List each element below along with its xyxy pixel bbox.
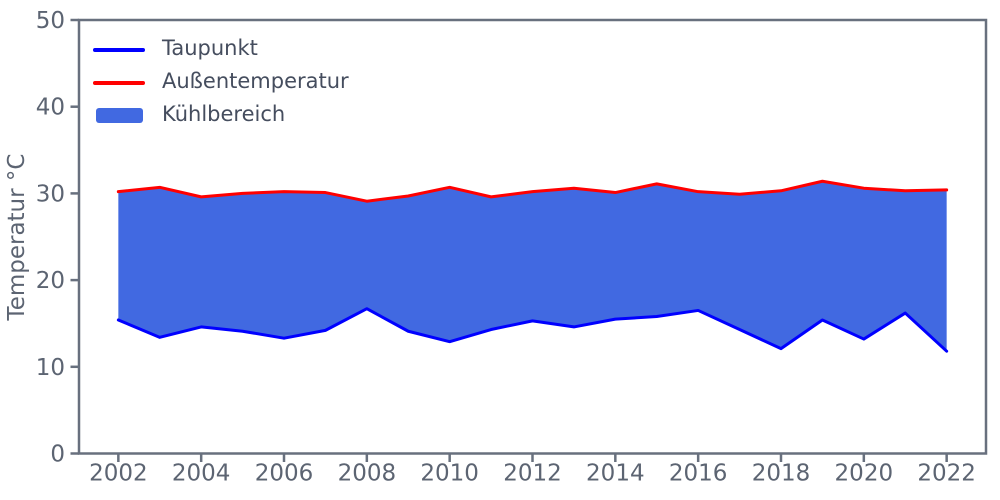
- x-axis-tick-label: 2012: [503, 461, 562, 487]
- chart-legend: Taupunkt Außentemperatur Kühlbereich: [93, 33, 349, 132]
- x-axis-tick-label: 2020: [835, 461, 894, 487]
- legend-item-aussentemperatur: Außentemperatur: [93, 66, 349, 99]
- legend-label-taupunkt: Taupunkt: [162, 36, 258, 60]
- kuehlbereich-patch-swatch-icon: [93, 108, 145, 123]
- y-axis-tick-label: 0: [50, 442, 65, 468]
- legend-item-kuehlbereich: Kühlbereich: [93, 99, 349, 132]
- x-axis-tick-label: 2008: [338, 461, 397, 487]
- legend-label-aussentemperatur: Außentemperatur: [162, 69, 349, 93]
- y-axis-tick-label: 10: [36, 355, 65, 381]
- taupunkt-line-swatch-icon: [93, 47, 145, 52]
- x-axis-tick-label: 2016: [669, 461, 728, 487]
- legend-item-taupunkt: Taupunkt: [93, 33, 349, 66]
- x-axis-tick-label: 2004: [172, 461, 231, 487]
- taupunkt-line: [116, 307, 949, 353]
- x-axis-tick-label: 2002: [89, 461, 148, 487]
- y-axis-tick-label: 40: [36, 95, 65, 121]
- x-axis-tick-label: 2006: [255, 461, 314, 487]
- kuehlbereich-area: [118, 181, 947, 352]
- legend-label-kuehlbereich: Kühlbereich: [162, 102, 286, 126]
- y-axis-tick-label: 50: [36, 8, 65, 34]
- y-axis-tick-label: 20: [36, 268, 65, 294]
- y-axis-title: Temperatur °C: [4, 154, 30, 322]
- y-axis-tick-label: 30: [36, 181, 65, 207]
- x-axis-tick-label: 2014: [586, 461, 645, 487]
- x-axis-tick-label: 2010: [420, 461, 479, 487]
- aussentemperatur-line: [116, 179, 949, 203]
- x-axis-tick-label: 2022: [917, 461, 976, 487]
- aussentemperatur-line-swatch-icon: [93, 80, 145, 85]
- x-axis-tick-label: 2018: [752, 461, 811, 487]
